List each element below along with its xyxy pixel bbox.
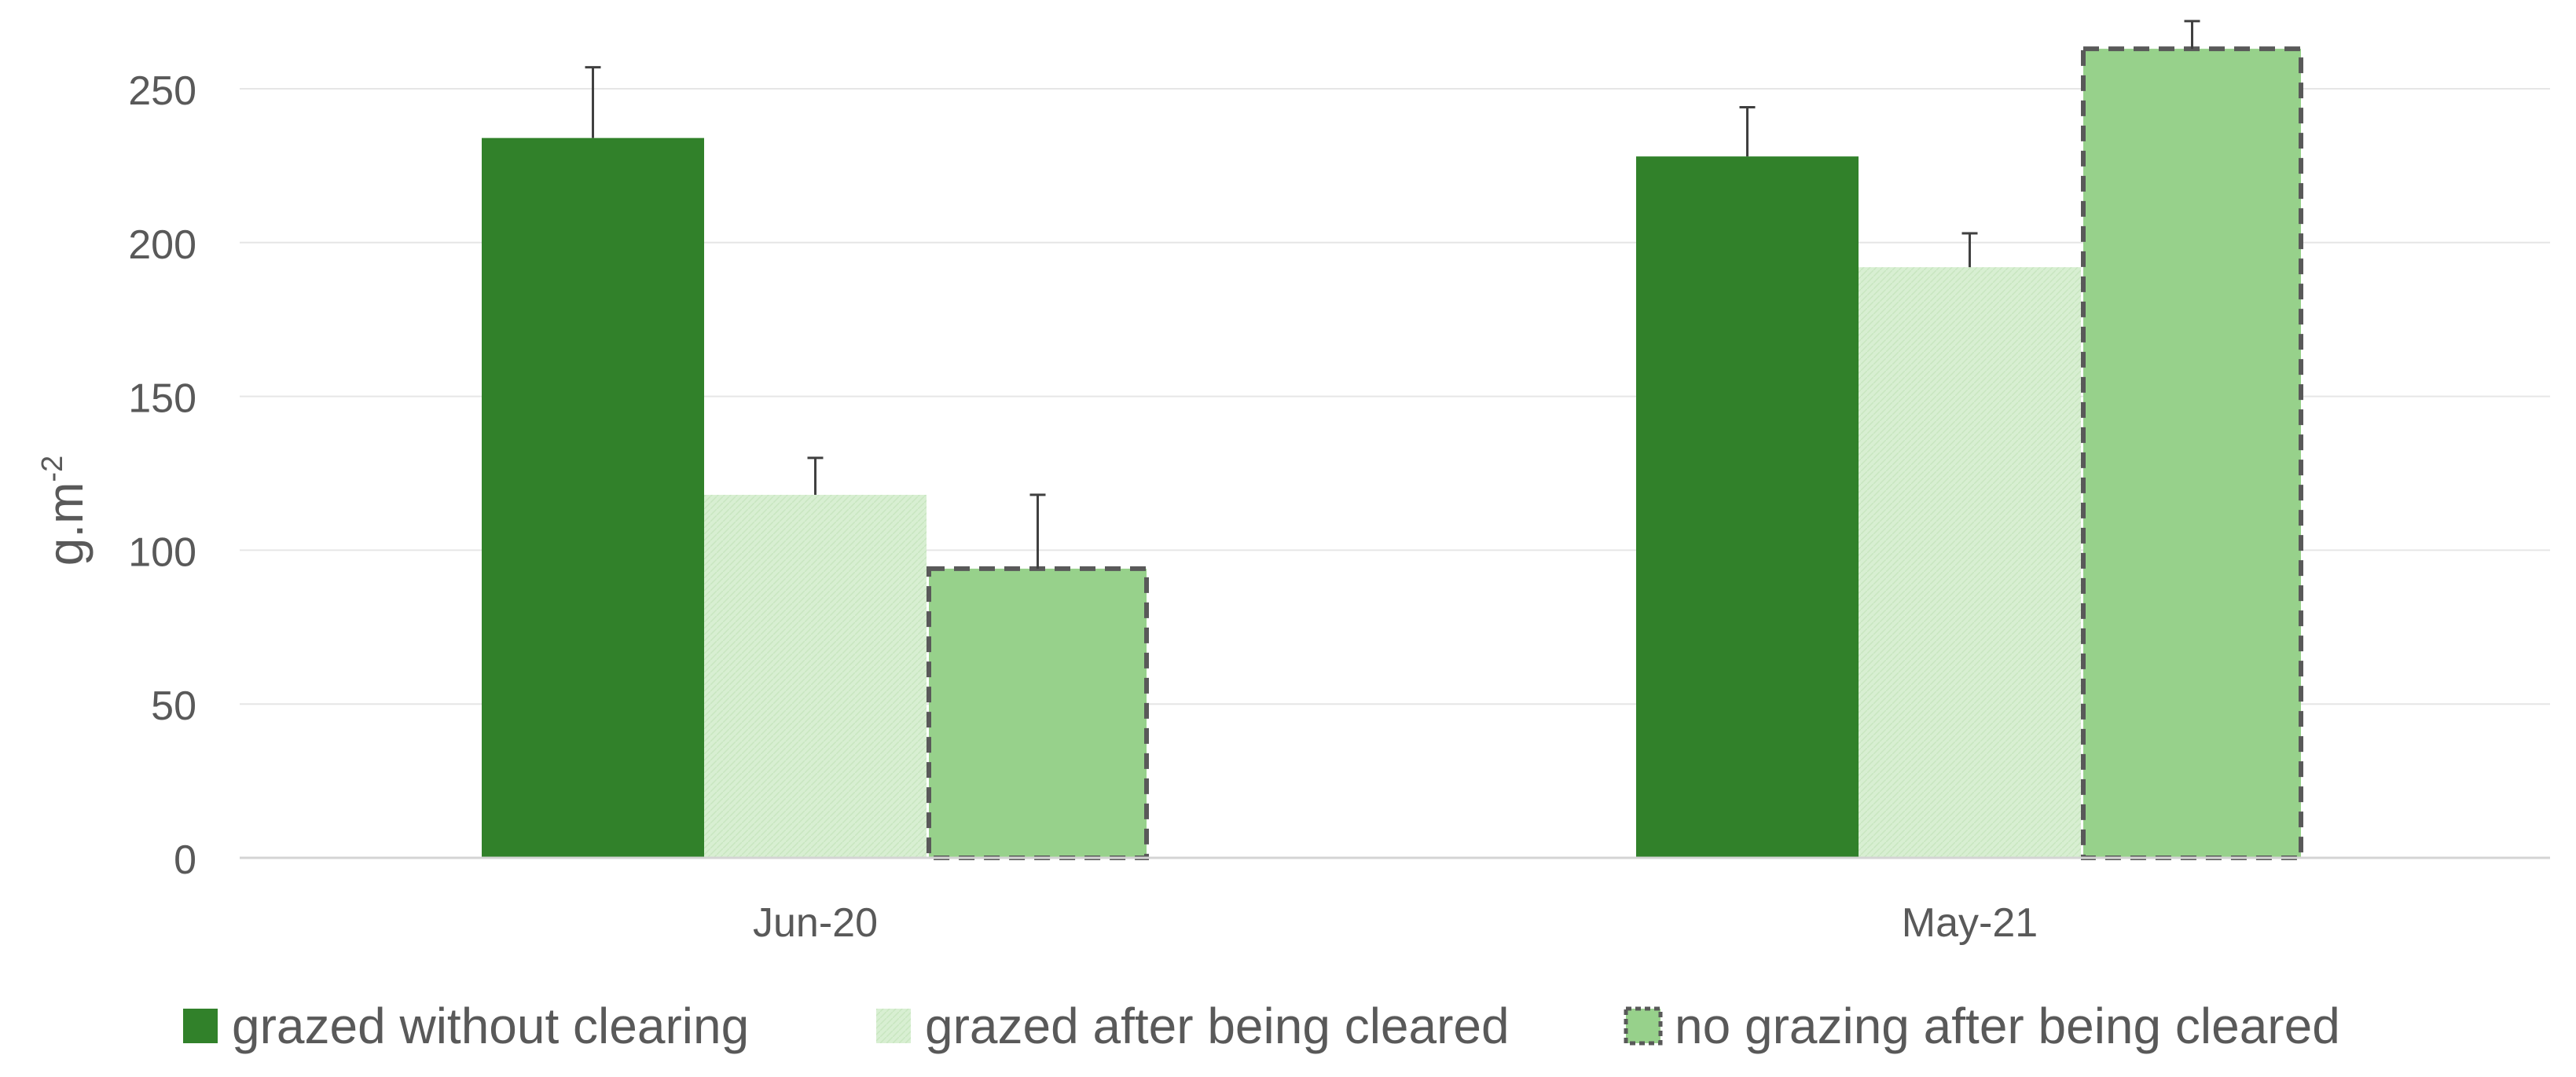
y-tick-label: 0 [174,837,196,883]
bar [1859,267,2081,858]
bar [1636,156,1859,859]
legend-swatch [1624,1006,1663,1046]
legend: grazed without clearing grazed after bein… [183,998,2340,1054]
bar [2081,46,2303,860]
x-tick-label: May-21 [1902,900,2038,946]
bar [482,137,704,858]
y-tick-label: 250 [128,68,196,114]
y-tick-label: 150 [128,376,196,422]
y-tick-label: 50 [151,683,196,729]
x-tick-label: Jun-20 [753,900,878,946]
y-axis-label-main: g.m [37,482,94,566]
y-tick-label: 100 [128,529,196,575]
legend-label: grazed without clearing [232,998,749,1054]
y-axis-label: g.m-2 [36,456,94,566]
y-axis-ticks: 0 50 100 150 200 250 [128,68,196,883]
y-axis-label-superscript: -2 [36,456,69,482]
bar [927,566,1149,860]
y-tick-label: 200 [128,222,196,268]
legend-label: grazed after being cleared [925,998,1510,1054]
error-bars [585,20,2200,569]
x-axis-ticks: Jun-20 May-21 [753,900,2038,946]
legend-swatch [876,1009,911,1043]
legend-label: no grazing after being cleared [1675,998,2340,1054]
legend-swatch [183,1009,218,1043]
bar [704,494,927,858]
bars [482,46,2303,860]
